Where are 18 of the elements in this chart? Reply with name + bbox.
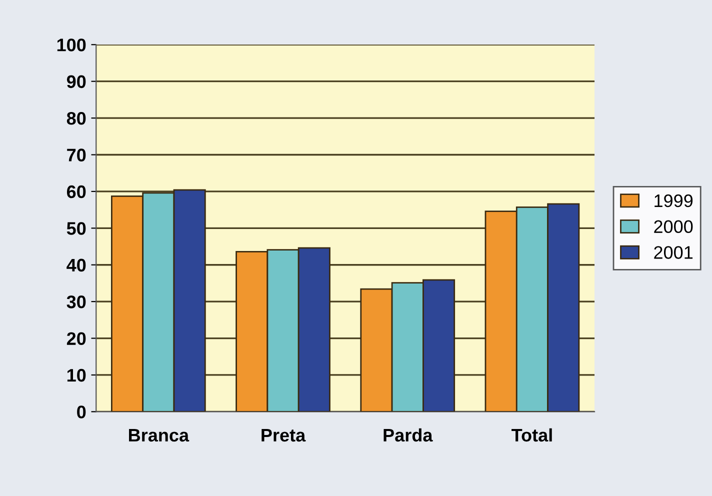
x-tick-label: Total [512, 428, 552, 442]
y-tick-label: 90 [66, 75, 86, 88]
y-tick-label: 80 [66, 112, 86, 125]
legend-label: 2001 [654, 246, 693, 259]
x-tick-label: Branca [129, 429, 190, 442]
y-tick-label: 50 [66, 222, 86, 235]
y-tick-label: 10 [67, 368, 86, 382]
y-tick-label: 70 [67, 148, 86, 162]
legend-label: 1999 [654, 194, 693, 208]
y-tick-label: 100 [57, 38, 86, 52]
y-tick-label: 40 [66, 258, 86, 272]
y-tick-label: 20 [66, 332, 86, 345]
x-tick-label: Parda [384, 428, 433, 442]
x-tick-label: Preta [262, 429, 306, 442]
y-tick-label: 30 [66, 296, 86, 308]
legend-label: 2000 [654, 220, 693, 234]
y-tick-label: 0 [77, 406, 86, 418]
y-tick-label: 60 [66, 185, 86, 198]
